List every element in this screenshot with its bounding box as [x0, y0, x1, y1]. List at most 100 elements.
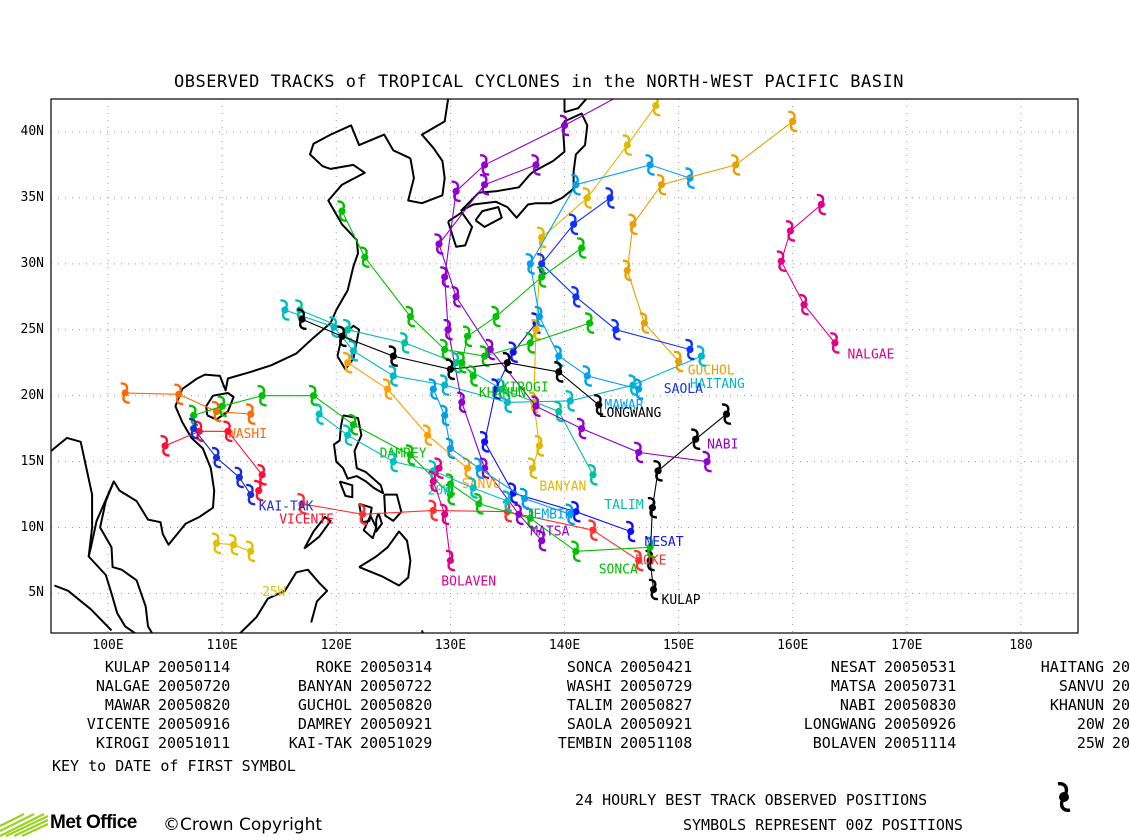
- coastline-segment: [238, 568, 329, 633]
- typhoon-symbol-icon: [211, 532, 222, 555]
- typhoon-symbol-icon: [160, 435, 170, 457]
- legend-storm-name: SANVU: [1058, 677, 1104, 695]
- typhoon-symbol-icon: [584, 312, 595, 334]
- typhoon-symbol-icon: [588, 464, 598, 486]
- typhoon-symbol-icon: [228, 533, 239, 556]
- typhoon-symbol-icon: [537, 253, 547, 275]
- legend-entry: 25W 20051219: [978, 734, 1130, 753]
- legend-entry: DAMREY 20050921: [262, 715, 470, 734]
- typhoon-symbol-icon: [343, 351, 353, 374]
- typhoon-symbol-icon: [571, 500, 581, 523]
- typhoon-symbol-icon: [611, 318, 621, 341]
- typhoon-symbol-icon: [348, 413, 359, 436]
- typhoon-symbol-icon: [502, 391, 513, 414]
- track-kai-tak: KAI-TAK: [188, 417, 314, 514]
- typhoon-symbol-icon: [440, 266, 450, 288]
- typhoon-symbol-icon: [428, 470, 438, 493]
- typhoon-symbol-icon: [514, 503, 524, 526]
- graticule-grid: [51, 99, 1078, 633]
- typhoon-symbol-icon: [440, 338, 450, 361]
- typhoon-symbol-icon: [537, 266, 547, 288]
- typhoon-symbol-icon: [479, 345, 490, 367]
- coastline-segment: [358, 530, 412, 587]
- track-label: NABI: [707, 437, 738, 452]
- legend-storm-name: MAWAR: [104, 696, 150, 714]
- typhoon-symbol-icon: [462, 325, 473, 348]
- coastline-segment: [563, 99, 588, 114]
- legend-entry: ROKE 20050314: [262, 658, 470, 677]
- lat-label-35N: 35N: [20, 189, 44, 205]
- typhoon-symbol-icon: [571, 173, 581, 196]
- lon-label-120E: 120E: [320, 638, 352, 653]
- track-roke: ROKE: [297, 493, 667, 572]
- typhoon-symbol-icon: [468, 365, 478, 387]
- typhoon-symbol-icon: [653, 460, 663, 482]
- track-talim: TALIM: [295, 299, 644, 513]
- lat-label-20N: 20N: [20, 387, 44, 403]
- track-sonca: SONCA: [445, 473, 655, 578]
- legend-entry: MATSA 20050731: [720, 677, 978, 696]
- lat-label-30N: 30N: [20, 255, 44, 271]
- coastlines: [51, 99, 589, 633]
- legend-storm-name: DAMREY: [297, 715, 352, 733]
- track-bolaven: BOLAVEN: [428, 457, 496, 590]
- typhoon-symbol-icon: [508, 341, 518, 363]
- typhoon-symbol-icon: [525, 332, 535, 354]
- track-label: HAITANG: [690, 377, 745, 392]
- legend-first-date: 20050906: [1112, 696, 1130, 714]
- typhoon-symbol-icon: [188, 417, 199, 440]
- typhoon-symbol-icon: [702, 450, 712, 473]
- track-nalgae: NALGAE: [776, 193, 895, 363]
- plot-frame: [50, 98, 1079, 634]
- track-line: [347, 362, 468, 469]
- typhoon-symbol-icon: [388, 365, 398, 387]
- typhoon-symbol-icon: [568, 213, 579, 236]
- typhoon-symbol-icon: [451, 180, 461, 203]
- typhoon-symbol-icon: [457, 391, 467, 414]
- coastline-segment: [338, 480, 354, 499]
- track-label: NALGAE: [848, 348, 895, 363]
- legend-storm-name: KHANUN: [1049, 696, 1104, 714]
- track-label: GUCHOL: [688, 364, 735, 379]
- typhoon-symbol-icon: [685, 338, 695, 361]
- typhoon-symbol-icon: [234, 466, 244, 489]
- typhoon-symbol-icon: [308, 384, 319, 407]
- track-label: TEMBIN: [526, 507, 573, 522]
- legend-storm-name: NABI: [839, 696, 876, 714]
- typhoon-symbol-icon: [451, 286, 461, 308]
- legend-entry: HAITANG 20050712: [978, 658, 1130, 677]
- coastline-segment: [362, 515, 378, 540]
- typhoon-symbol-icon: [440, 374, 450, 396]
- legend-entry: TEMBIN 20051108: [470, 734, 720, 753]
- track-kulap: KULAP: [645, 403, 732, 608]
- typhoon-symbol-icon: [474, 457, 484, 479]
- typhoon-symbol-icon: [440, 404, 450, 427]
- coastline-segment: [459, 112, 589, 219]
- coastline-segment: [383, 493, 403, 522]
- legend-storm-name: ROKE: [315, 658, 352, 676]
- track-25w: 25W: [211, 532, 286, 600]
- typhoon-symbol-icon: [830, 332, 840, 354]
- typhoon-symbol-icon: [457, 351, 467, 374]
- typhoon-symbol-icon: [622, 134, 632, 156]
- typhoon-symbol-icon: [588, 519, 598, 541]
- typhoon-symbol-icon: [685, 167, 695, 189]
- coastline-segment: [99, 124, 411, 633]
- lat-label-15N: 15N: [20, 453, 44, 469]
- typhoon-symbol-icon: [531, 395, 541, 417]
- track-label: NESAT: [644, 535, 683, 550]
- typhoon-symbol-icon: [388, 450, 398, 473]
- typhoon-symbol-icon: [120, 382, 130, 404]
- legend-first-date: 20050114: [158, 658, 231, 676]
- typhoon-symbol-icon: [605, 187, 615, 209]
- legend-entry: KIROGI 20051011: [40, 734, 262, 753]
- legend-first-date: 20051114: [884, 734, 957, 752]
- typhoon-symbol-icon: [223, 420, 233, 443]
- hourly-positions-note: 24 HOURLY BEST TRACK OBSERVED POSITIONS: [575, 791, 928, 809]
- track-guchol: GUCHOL: [622, 110, 798, 379]
- typhoon-symbol-icon: [211, 446, 222, 469]
- legend-entry: VICENTE 20050916: [40, 715, 262, 734]
- typhoon-symbol-icon: [571, 540, 581, 563]
- typhoon-symbol-icon: [479, 154, 490, 176]
- legend-first-date: 20050731: [884, 677, 957, 695]
